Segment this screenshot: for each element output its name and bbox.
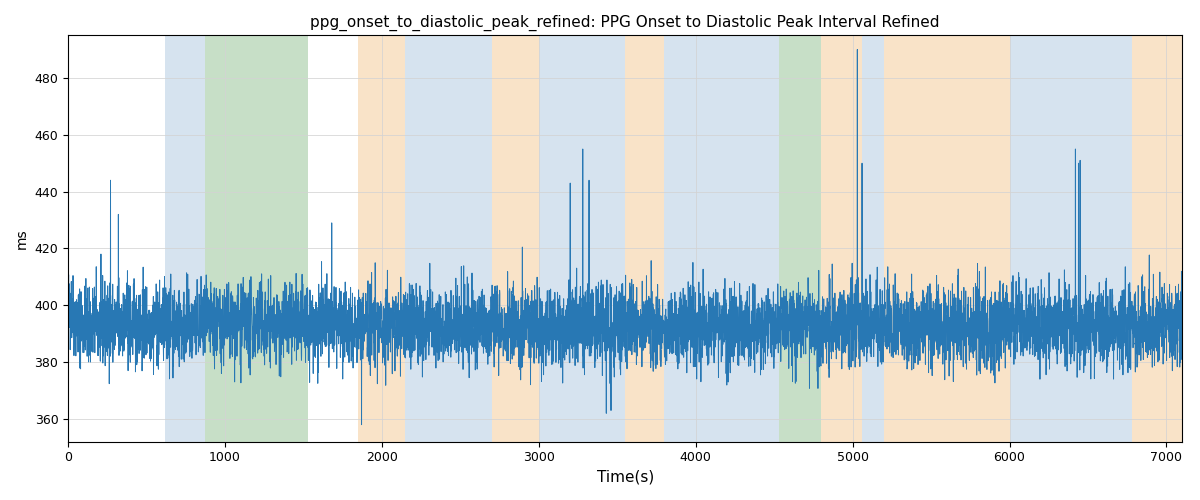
Bar <box>205 36 308 442</box>
Bar <box>821 36 862 442</box>
Bar <box>779 36 821 442</box>
Bar <box>665 36 754 442</box>
Bar <box>539 36 625 442</box>
Title: ppg_onset_to_diastolic_peak_refined: PPG Onset to Diastolic Peak Interval Refine: ppg_onset_to_diastolic_peak_refined: PPG… <box>311 15 940 31</box>
Bar <box>1009 36 1088 442</box>
Bar <box>625 36 665 442</box>
Y-axis label: ms: ms <box>16 228 29 249</box>
Bar <box>884 36 1009 442</box>
Bar <box>492 36 539 442</box>
X-axis label: Time(s): Time(s) <box>596 470 654 485</box>
Bar <box>406 36 492 442</box>
Bar <box>862 36 884 442</box>
Bar <box>754 36 779 442</box>
Bar <box>1088 36 1132 442</box>
Bar <box>1132 36 1182 442</box>
Bar <box>166 36 205 442</box>
Bar <box>359 36 406 442</box>
